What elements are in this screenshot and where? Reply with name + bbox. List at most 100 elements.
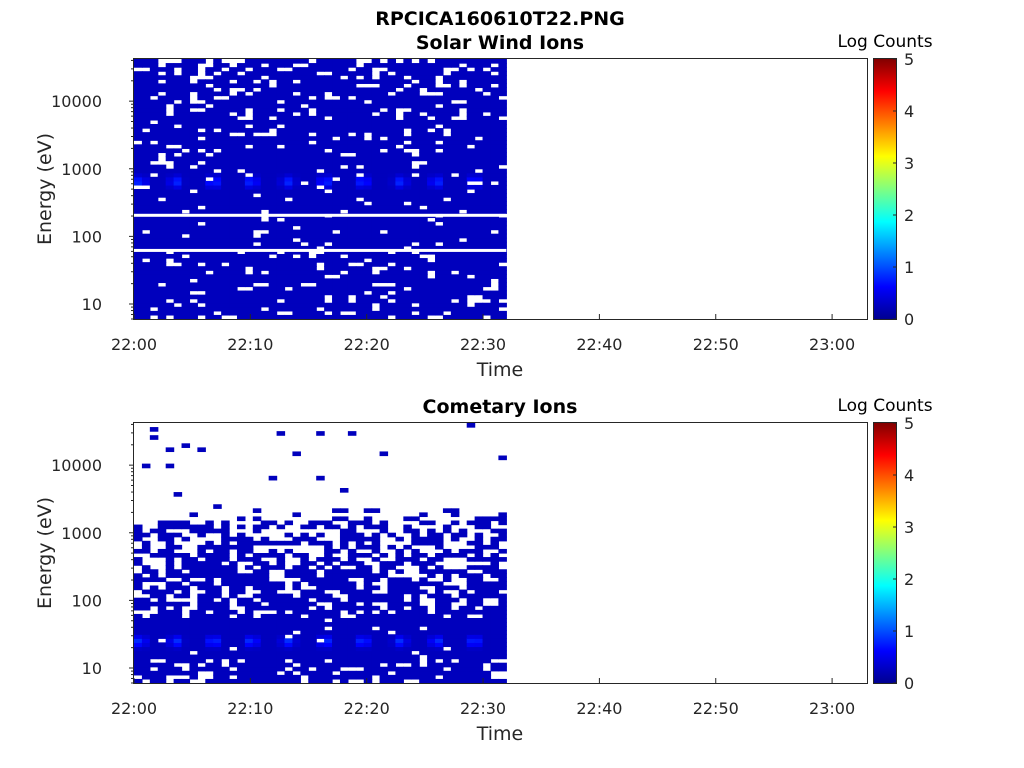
heatmap-cell (482, 71, 492, 76)
heatmap-cell (371, 536, 381, 542)
heatmap-cell (292, 128, 301, 133)
heatmap-cell (403, 516, 412, 522)
heatmap-cell (411, 184, 420, 190)
heatmap-cell (474, 266, 484, 271)
heatmap-cell (205, 593, 214, 599)
heatmap-cell (403, 278, 412, 284)
heatmap-cell (419, 59, 428, 64)
heatmap-cell (157, 67, 167, 72)
heatmap-cell (403, 258, 412, 263)
heatmap-cell (419, 189, 428, 194)
heatmap-cell (466, 233, 476, 239)
heatmap-cell (395, 548, 404, 554)
heatmap-cell (165, 115, 175, 121)
heatmap-cell (284, 172, 294, 178)
heatmap-cell (435, 274, 444, 279)
heatmap-cell (221, 577, 230, 583)
heatmap-cell (276, 115, 286, 121)
heatmap-cell (284, 75, 294, 80)
heatmap-cell (411, 286, 420, 292)
heatmap-cell (482, 274, 492, 279)
heatmap-cell (347, 532, 357, 538)
heatmap-cell (221, 581, 230, 587)
heatmap-cell (134, 658, 143, 664)
heatmap-cell (466, 225, 476, 231)
heatmap-cell (466, 262, 476, 267)
heatmap-cell (403, 314, 412, 320)
heatmap-cell (411, 209, 420, 214)
heatmap-cell (197, 156, 206, 162)
heatmap-cell (435, 581, 444, 587)
heatmap-cell (181, 302, 191, 308)
heatmap-cell (371, 233, 381, 239)
heatmap-cell (379, 189, 389, 194)
heatmap-cell (189, 254, 198, 259)
heatmap-cell (292, 512, 301, 518)
heatmap-cell (347, 115, 357, 121)
heatmap-cell (221, 548, 230, 554)
heatmap-cell (458, 548, 468, 554)
heatmap-cell (482, 197, 492, 202)
heatmap-cell (292, 115, 301, 121)
heatmap-cell (292, 613, 301, 619)
heatmap-cell (173, 132, 183, 137)
heatmap-cell (332, 205, 341, 210)
heatmap-cell (427, 124, 436, 129)
heatmap-cell (308, 71, 317, 76)
heatmap-cell (347, 189, 357, 194)
heatmap-cell (427, 103, 436, 109)
heatmap-cell (403, 221, 412, 227)
heatmap-cell (458, 270, 468, 275)
heatmap-cell (316, 662, 325, 668)
heatmap-cell (371, 79, 381, 84)
heatmap-cell (490, 266, 499, 271)
heatmap-cell (355, 229, 365, 235)
heatmap-cell (149, 233, 159, 239)
heatmap-cell (221, 136, 230, 141)
heatmap-cell (363, 266, 373, 271)
heatmap-cell (236, 197, 246, 202)
heatmap-cell (197, 569, 206, 574)
heatmap-cell (466, 670, 476, 676)
heatmap-cell (332, 516, 341, 522)
heatmap-cell (466, 209, 476, 214)
heatmap-cell (308, 180, 317, 186)
heatmap-cell (395, 654, 404, 660)
heatmap-cell (134, 136, 143, 141)
heatmap-cell (379, 103, 389, 109)
heatmap-cell (442, 172, 452, 178)
heatmap-cell (221, 544, 230, 550)
heatmap-cell (189, 262, 198, 267)
x-tick-label: 22:10 (227, 335, 273, 354)
heatmap-cell (134, 573, 143, 578)
heatmap-cell (284, 302, 294, 308)
heatmap-cell (427, 193, 436, 198)
heatmap-cell (205, 197, 214, 202)
heatmap-cell (189, 237, 198, 243)
heatmap-cell (466, 140, 476, 145)
heatmap-cell (339, 266, 349, 271)
heatmap-cell (427, 528, 436, 534)
heatmap-cell (292, 103, 301, 109)
heatmap-cell (284, 189, 294, 194)
heatmap-cell (181, 561, 191, 566)
heatmap-cell (165, 176, 175, 182)
heatmap-cell (339, 544, 349, 550)
heatmap-cell (387, 618, 397, 623)
heatmap-cell (134, 678, 143, 684)
heatmap-cell (355, 544, 365, 550)
heatmap-cell (419, 95, 428, 101)
heatmap-cell (442, 136, 452, 141)
heatmap-cell (181, 306, 191, 312)
heatmap-cell (316, 654, 325, 660)
heatmap-cell (300, 59, 309, 64)
heatmap-cell (134, 193, 143, 198)
heatmap-cell (134, 302, 143, 308)
heatmap-cell (482, 229, 492, 235)
heatmap-cell (316, 201, 325, 206)
heatmap-cell (236, 302, 246, 308)
heatmap-cell (332, 254, 341, 259)
heatmap-cell (339, 197, 349, 202)
heatmap-cell (181, 197, 191, 202)
heatmap-cell (134, 666, 143, 672)
